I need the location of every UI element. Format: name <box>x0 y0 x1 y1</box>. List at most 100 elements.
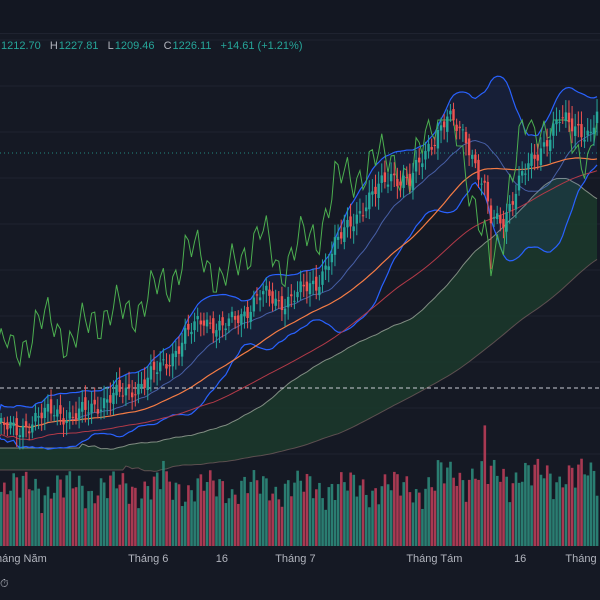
candle-body <box>517 175 521 191</box>
candle-body <box>140 383 143 388</box>
volume-bar <box>321 498 324 546</box>
moving-average-fast <box>0 157 598 428</box>
volume-bar <box>517 482 521 546</box>
candle-body <box>355 214 358 224</box>
candle-body <box>467 138 471 156</box>
candle-body <box>386 184 390 187</box>
candle-body <box>31 424 34 433</box>
volume-bar <box>386 484 390 546</box>
volume-bar <box>43 495 47 546</box>
volume-bar <box>396 474 399 546</box>
candle-body <box>81 401 84 412</box>
volume-bar <box>564 484 568 546</box>
candle-body <box>271 291 274 304</box>
volume-bar <box>439 462 443 546</box>
volume-bar <box>471 468 474 546</box>
volume-bar <box>277 499 281 546</box>
candle-body <box>149 366 153 380</box>
volume-bar <box>536 458 540 546</box>
volume-bar <box>595 495 599 546</box>
volume-bar <box>352 474 356 546</box>
candle-body <box>333 237 337 255</box>
candle-body <box>483 180 486 183</box>
volume-bar <box>427 477 430 546</box>
volume-bar <box>283 483 287 546</box>
candle-body <box>542 142 546 147</box>
candle-body <box>159 362 162 372</box>
candle-body <box>383 172 387 183</box>
candle-body <box>258 297 262 301</box>
candle-body <box>545 140 549 147</box>
volume-bar <box>511 483 515 546</box>
candle-body <box>552 123 555 136</box>
x-axis-label: Tháng Tám <box>406 553 463 565</box>
candle-body <box>564 112 568 122</box>
candle-body <box>28 431 31 434</box>
volume-bar <box>405 476 409 546</box>
volume-bar <box>168 481 171 546</box>
candle-body <box>389 173 393 182</box>
clock-icon[interactable]: ⏱ <box>0 578 9 590</box>
volume-bar <box>102 482 106 546</box>
candle-body <box>155 372 159 375</box>
candle-body <box>580 124 583 138</box>
candle-body <box>439 125 443 131</box>
candle-body <box>458 126 461 129</box>
volume-bar <box>187 485 190 546</box>
candle-body <box>6 422 9 430</box>
candle-body <box>349 216 352 227</box>
volume-bar <box>21 475 25 546</box>
candle-body <box>106 399 109 403</box>
volume-bar <box>112 471 115 546</box>
candle-body <box>327 266 330 271</box>
candle-body <box>364 207 368 212</box>
volume-bar <box>52 492 56 546</box>
volume-bar <box>121 473 125 546</box>
candle-body <box>21 425 25 438</box>
volume-bar <box>237 503 240 546</box>
candle-body <box>68 412 71 419</box>
candle-body <box>121 395 124 397</box>
volume-bar <box>56 475 59 546</box>
volume-bar <box>118 484 122 546</box>
volume-bar <box>458 472 462 546</box>
volume-bar <box>9 490 12 546</box>
volume-bar <box>358 485 362 546</box>
volume-bar <box>389 490 393 546</box>
volume-bar <box>286 480 290 546</box>
volume-bar <box>230 489 234 546</box>
candle-body <box>162 359 165 361</box>
volume-bar <box>208 470 212 546</box>
volume-bar <box>464 501 468 546</box>
ohlc-low-value: 1209.46 <box>114 40 155 52</box>
volume-bar <box>184 501 187 546</box>
volume-bar <box>193 501 196 546</box>
volume-bar <box>483 425 487 546</box>
volume-bar <box>296 470 299 546</box>
volume-bar <box>130 486 134 546</box>
candle-body <box>396 178 399 187</box>
candle-body <box>549 139 552 151</box>
candle-body <box>193 321 196 331</box>
candle-body <box>49 399 53 414</box>
volume-bar <box>449 461 452 546</box>
candle-body <box>268 289 271 296</box>
candle-body <box>52 415 56 417</box>
candle-body <box>430 147 433 150</box>
volume-bar <box>81 485 84 546</box>
candle-body <box>508 203 511 212</box>
x-axis-label: Tháng 6 <box>128 553 169 565</box>
candle-body <box>446 116 449 132</box>
volume-bar <box>561 487 565 546</box>
volume-bar <box>252 470 256 546</box>
volume-bar <box>421 508 424 546</box>
volume-bar <box>243 476 246 546</box>
candle-body <box>296 291 299 298</box>
volume-bar <box>96 495 100 546</box>
candle-body <box>489 205 493 224</box>
candle-body <box>208 322 212 324</box>
volume-bar <box>418 492 421 546</box>
candle-body <box>433 144 436 146</box>
